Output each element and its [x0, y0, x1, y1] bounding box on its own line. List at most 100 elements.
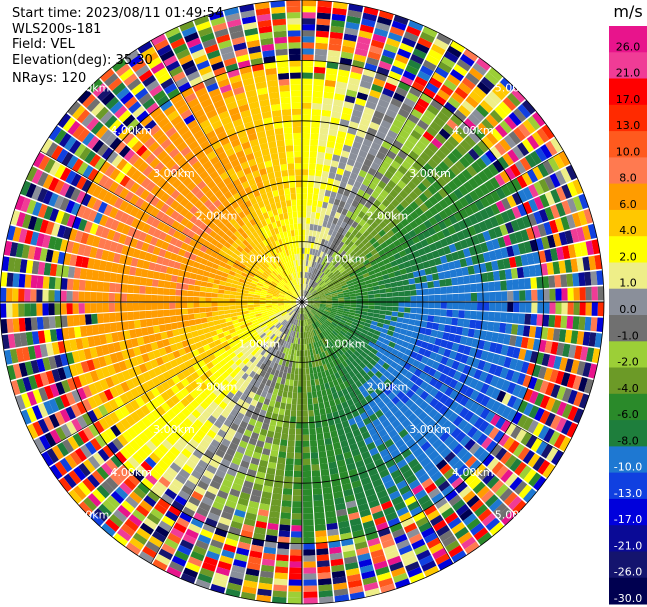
velocity-gate — [433, 280, 441, 288]
velocity-gate — [197, 480, 209, 491]
velocity-gate — [408, 229, 417, 238]
velocity-gate — [262, 357, 269, 365]
velocity-gate — [257, 375, 264, 383]
velocity-gate — [239, 491, 251, 501]
velocity-gate — [366, 233, 374, 241]
velocity-gate — [405, 561, 420, 573]
velocity-gate — [292, 392, 298, 399]
velocity-gate — [246, 383, 254, 391]
velocity-gate — [451, 360, 460, 370]
velocity-gate — [339, 156, 348, 164]
velocity-gate — [348, 314, 355, 319]
velocity-gate — [400, 550, 415, 561]
velocity-gate — [217, 367, 226, 375]
velocity-gate — [411, 484, 424, 495]
velocity-gate — [285, 403, 292, 411]
velocity-gate — [66, 278, 74, 290]
velocity-gate — [306, 278, 310, 285]
velocity-gate — [218, 314, 226, 320]
velocity-gate — [384, 424, 395, 434]
velocity-gate — [161, 412, 172, 424]
velocity-gate — [503, 234, 512, 247]
velocity-gate — [6, 318, 14, 333]
velocity-gate — [458, 208, 469, 219]
velocity-gate — [266, 346, 273, 353]
velocity-gate — [506, 208, 516, 221]
velocity-gate — [331, 436, 340, 444]
velocity-gate — [310, 127, 320, 134]
velocity-gate — [450, 164, 461, 176]
velocity-gate — [399, 42, 414, 54]
velocity-gate — [371, 176, 381, 186]
velocity-gate — [337, 390, 344, 398]
velocity-gate — [338, 162, 347, 170]
velocity-gate — [204, 449, 215, 459]
velocity-gate — [294, 331, 298, 338]
velocity-gate — [314, 275, 319, 282]
velocity-gate — [138, 432, 150, 444]
velocity-gate — [292, 325, 296, 332]
velocity-gate — [396, 539, 411, 550]
velocity-gate — [470, 283, 477, 293]
velocity-gate — [525, 302, 532, 313]
velocity-gate — [344, 299, 351, 302]
velocity-gate — [338, 355, 345, 363]
velocity-gate — [471, 429, 483, 442]
velocity-gate — [558, 231, 568, 246]
velocity-gate — [278, 536, 290, 544]
velocity-gate — [144, 456, 157, 469]
velocity-gate — [488, 250, 497, 261]
velocity-gate — [296, 350, 300, 357]
velocity-gate — [308, 302, 315, 304]
velocity-gate — [78, 279, 86, 291]
velocity-gate — [408, 319, 416, 326]
velocity-gate — [200, 528, 214, 539]
velocity-gate — [389, 26, 405, 37]
velocity-gate — [139, 277, 147, 286]
velocity-gate — [514, 480, 528, 495]
velocity-gate — [409, 427, 420, 438]
velocity-gate — [367, 312, 374, 317]
velocity-gate — [200, 317, 208, 324]
velocity-gate — [259, 409, 267, 417]
velocity-gate — [315, 530, 327, 538]
velocity-gate — [517, 386, 528, 400]
velocity-gate — [270, 326, 277, 332]
velocity-gate — [161, 515, 176, 527]
velocity-gate — [236, 351, 244, 359]
velocity-gate — [390, 247, 399, 255]
velocity-gate — [328, 285, 335, 290]
velocity-gate — [263, 385, 270, 393]
velocity-gate — [480, 350, 489, 361]
velocity-gate — [282, 347, 288, 354]
velocity-gate — [479, 183, 490, 196]
velocity-gate — [389, 145, 400, 155]
velocity-gate — [343, 169, 352, 178]
velocity-gate — [185, 403, 196, 413]
velocity-gate — [375, 245, 383, 253]
velocity-gate — [479, 263, 487, 273]
velocity-gate — [369, 121, 380, 131]
velocity-gate — [307, 199, 313, 206]
velocity-gate — [175, 296, 182, 302]
velocity-gate — [396, 203, 405, 213]
velocity-gate — [241, 486, 252, 495]
velocity-gate — [351, 321, 359, 327]
velocity-gate — [313, 78, 325, 86]
velocity-gate — [527, 115, 541, 131]
velocity-gate — [277, 316, 284, 321]
velocity-gate — [362, 576, 377, 586]
velocity-gate — [303, 307, 307, 314]
velocity-gate — [102, 445, 115, 458]
velocity-gate — [445, 358, 455, 368]
velocity-gate — [520, 361, 530, 374]
velocity-gate — [532, 456, 546, 472]
velocity-gate — [352, 318, 360, 324]
velocity-gate — [359, 332, 367, 338]
velocity-gate — [283, 415, 290, 423]
velocity-gate — [343, 406, 352, 415]
velocity-gate — [367, 95, 379, 105]
velocity-gate — [342, 310, 350, 315]
velocity-gate — [494, 365, 504, 377]
velocity-gate — [339, 118, 350, 127]
